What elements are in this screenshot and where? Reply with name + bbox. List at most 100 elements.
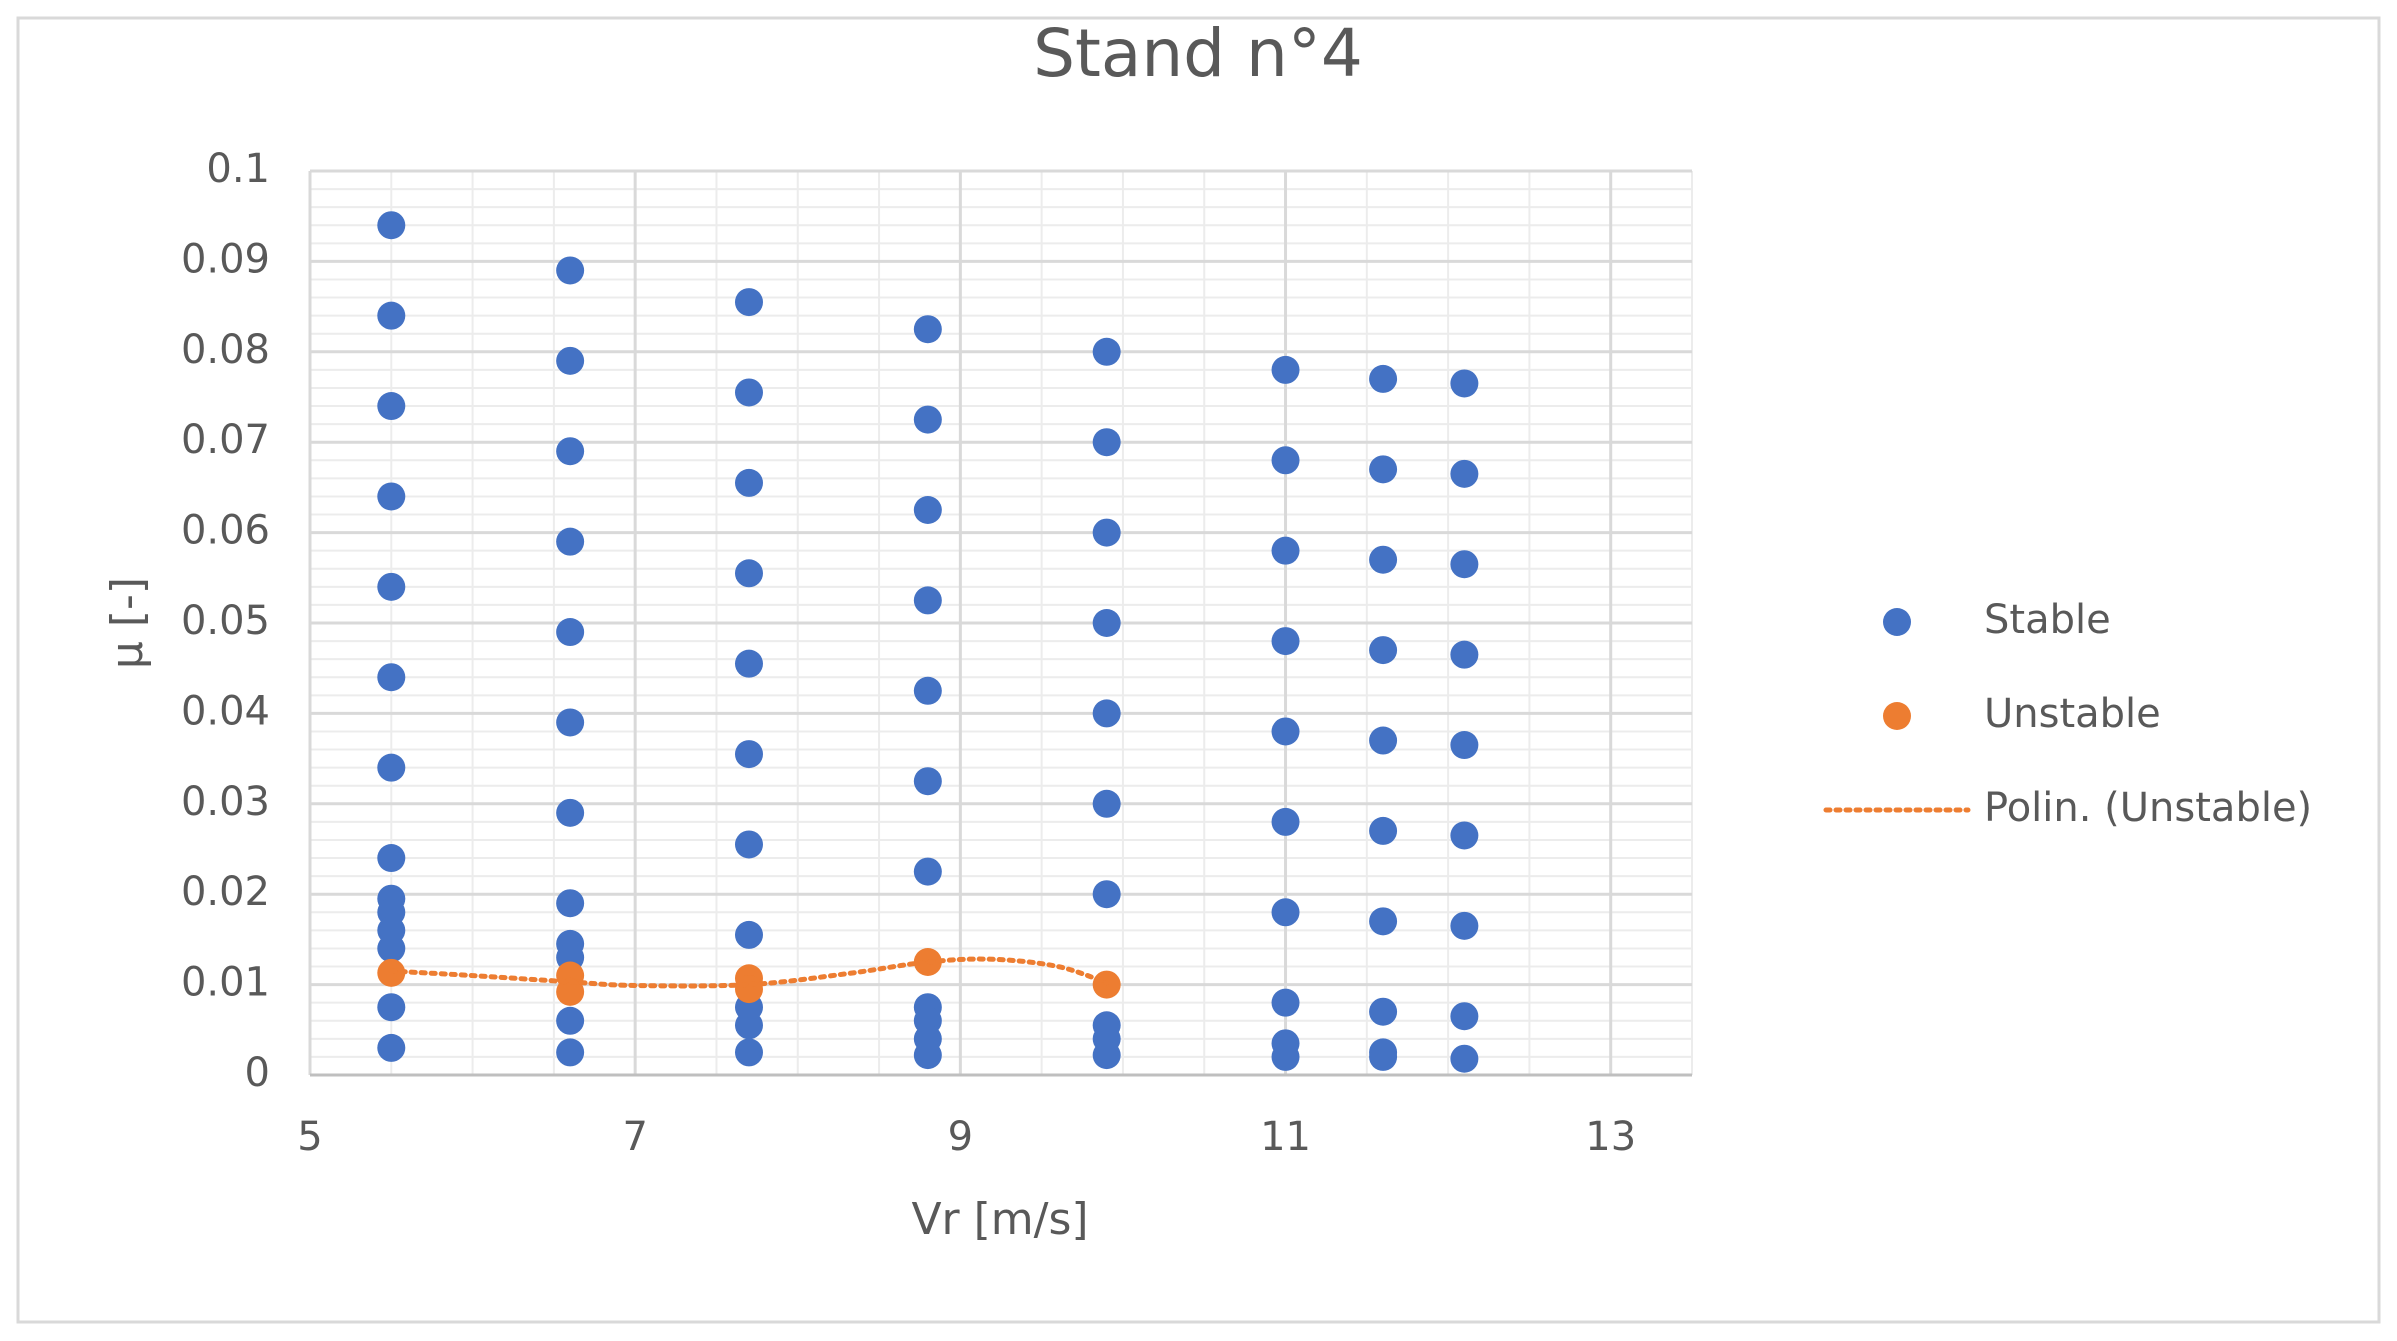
point — [556, 977, 585, 1006]
point — [1369, 997, 1398, 1026]
trendline — [388, 956, 1110, 989]
point — [734, 740, 763, 769]
point — [1092, 880, 1121, 909]
point — [377, 934, 406, 963]
y-tick-label: 0.06 — [181, 508, 270, 554]
point — [734, 920, 763, 949]
point — [734, 468, 763, 497]
point — [556, 256, 585, 285]
point — [913, 586, 942, 615]
point — [1369, 545, 1398, 574]
point — [556, 1038, 585, 1067]
point — [734, 830, 763, 859]
plot-area — [377, 211, 1479, 1073]
point — [1450, 459, 1479, 488]
y-tick-label: 0 — [245, 1050, 270, 1096]
y-tick-label: 0.02 — [181, 869, 270, 915]
point — [377, 993, 406, 1022]
point — [1450, 821, 1479, 850]
y-axis-label: μ [-] — [102, 577, 153, 669]
point — [1450, 640, 1479, 669]
point — [556, 798, 585, 827]
point — [377, 482, 406, 511]
point — [1271, 536, 1300, 565]
point — [377, 844, 406, 873]
point — [1271, 627, 1300, 656]
point — [556, 346, 585, 375]
point — [1369, 907, 1398, 936]
point — [1369, 364, 1398, 393]
point — [1450, 550, 1479, 579]
point — [1450, 1002, 1479, 1031]
point — [1271, 898, 1300, 927]
x-axis-label: Vr [m/s] — [911, 1194, 1088, 1245]
y-tick-label: 0.05 — [181, 598, 270, 644]
point — [556, 437, 585, 466]
point — [913, 676, 942, 705]
point — [1369, 1042, 1398, 1071]
chart-frame — [16, 16, 2381, 1324]
point — [1092, 1041, 1121, 1070]
point — [377, 301, 406, 330]
point — [1092, 428, 1121, 457]
point — [556, 889, 585, 918]
point — [1450, 1044, 1479, 1073]
point — [1369, 816, 1398, 845]
point — [377, 392, 406, 421]
point — [1369, 636, 1398, 665]
point — [1271, 446, 1300, 475]
point — [1271, 717, 1300, 746]
point — [913, 315, 942, 344]
point — [913, 767, 942, 796]
point — [1092, 789, 1121, 818]
point — [556, 708, 585, 737]
legend-label: Polin. (Unstable) — [1984, 785, 2312, 831]
point — [734, 559, 763, 588]
legend-symbol — [1883, 702, 1911, 730]
point — [556, 527, 585, 556]
point — [1271, 1042, 1300, 1071]
point — [913, 405, 942, 434]
point — [1450, 731, 1479, 760]
point — [377, 572, 406, 601]
y-tick-label: 0.04 — [181, 688, 270, 734]
y-tick-label: 0.09 — [181, 236, 270, 282]
point — [1092, 518, 1121, 547]
point — [1369, 455, 1398, 484]
y-tick-label: 0.03 — [181, 779, 270, 825]
point — [556, 1006, 585, 1035]
y-tick-label: 0.07 — [181, 417, 270, 463]
point — [1450, 369, 1479, 398]
point — [1092, 337, 1121, 366]
legend: Stable Unstable Polin. (Unstable) — [1823, 597, 2312, 831]
point — [734, 378, 763, 407]
point — [1092, 699, 1121, 728]
point — [734, 975, 763, 1004]
point — [1369, 726, 1398, 755]
point — [734, 288, 763, 317]
point — [734, 1011, 763, 1040]
point — [913, 496, 942, 524]
x-tick-label: 7 — [622, 1114, 647, 1160]
point — [1092, 609, 1121, 637]
point — [734, 1038, 763, 1067]
point — [377, 663, 406, 692]
point — [1271, 355, 1300, 384]
x-tick-label: 5 — [297, 1114, 322, 1160]
point — [1271, 988, 1300, 1017]
y-tick-label: 0.08 — [181, 327, 270, 373]
point — [377, 211, 406, 240]
legend-label: Unstable — [1984, 691, 2161, 737]
legend-symbol — [1883, 608, 1911, 636]
point — [377, 1033, 406, 1062]
x-tick-label: 13 — [1585, 1114, 1636, 1160]
legend-label: Stable — [1984, 597, 2111, 643]
point — [1271, 807, 1300, 836]
point — [556, 618, 585, 647]
point — [734, 649, 763, 678]
x-tick-label: 9 — [948, 1114, 973, 1160]
y-tick-label: 0.01 — [181, 960, 270, 1006]
point — [913, 1041, 942, 1070]
point — [913, 857, 942, 886]
